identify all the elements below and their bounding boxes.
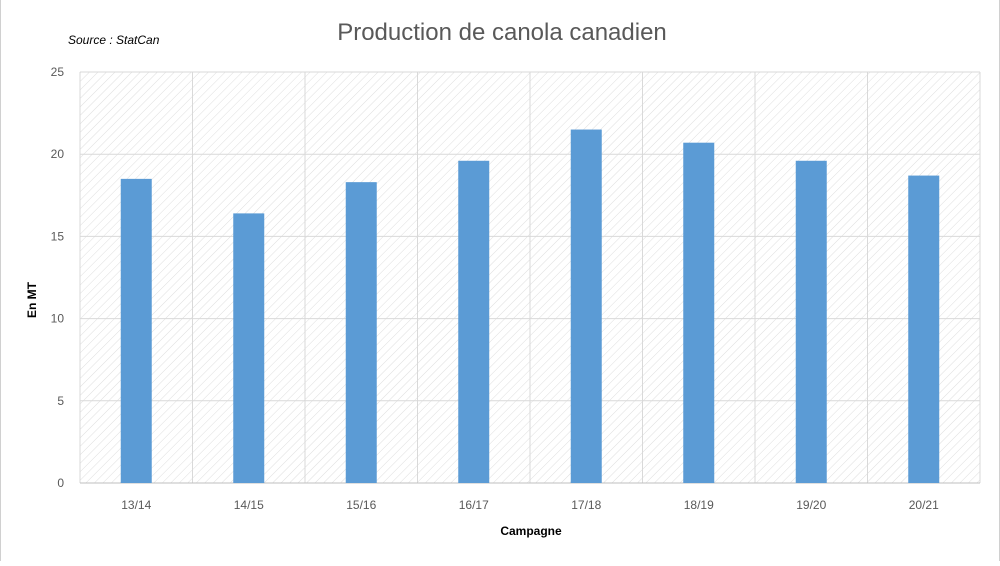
x-axis-label: Campagne [500,524,562,538]
grid-lines [79,71,981,484]
y-tick-label: 20 [51,147,65,161]
x-tick-label: 20/21 [909,498,939,512]
x-tick-label: 18/19 [684,498,714,512]
x-tick-label: 16/17 [459,498,489,512]
bars [120,129,940,484]
bar [233,213,265,483]
source-note: Source : StatCan [68,33,160,47]
x-tick-label: 19/20 [796,498,826,512]
bar [458,160,490,483]
x-tick-labels: 13/14 14/15 15/16 16/17 17/18 18/19 19/20 20/21 [121,498,939,512]
bar [570,129,602,484]
bar [908,175,940,483]
x-tick-label: 15/16 [346,498,376,512]
x-tick-label: 17/18 [571,498,601,512]
x-tick-label: 14/15 [234,498,264,512]
bar [345,182,377,483]
x-tick-label: 13/14 [121,498,151,512]
y-tick-label: 0 [57,476,64,490]
y-tick-label: 15 [51,229,65,243]
bar [795,160,827,483]
y-tick-labels: 0 5 10 15 20 25 [51,65,65,490]
bar [683,142,715,483]
y-tick-label: 25 [51,65,65,79]
y-tick-label: 5 [57,394,64,408]
y-axis-label: En MT [25,281,39,318]
chart-title: Production de canola canadien [337,19,667,46]
bar [120,178,152,484]
y-tick-label: 10 [51,312,65,326]
